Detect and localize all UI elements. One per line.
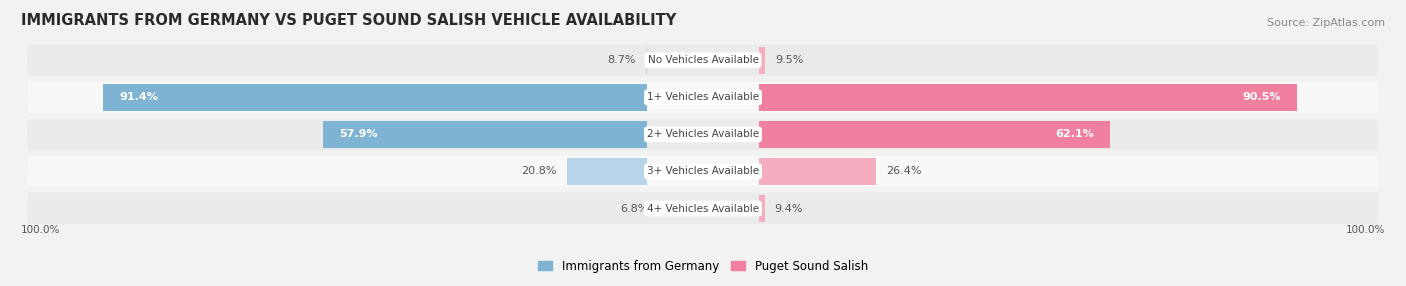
Bar <box>759 47 765 74</box>
Text: 91.4%: 91.4% <box>120 92 159 102</box>
Text: 4+ Vehicles Available: 4+ Vehicles Available <box>647 204 759 214</box>
FancyBboxPatch shape <box>27 45 1379 76</box>
Bar <box>323 121 647 148</box>
Text: 9.5%: 9.5% <box>775 55 804 65</box>
Text: 2+ Vehicles Available: 2+ Vehicles Available <box>647 130 759 139</box>
Bar <box>567 158 647 185</box>
Text: Source: ZipAtlas.com: Source: ZipAtlas.com <box>1267 18 1385 28</box>
Text: 100.0%: 100.0% <box>21 225 60 235</box>
Text: 26.4%: 26.4% <box>886 166 921 176</box>
Text: 8.7%: 8.7% <box>607 55 636 65</box>
Text: 20.8%: 20.8% <box>522 166 557 176</box>
Bar <box>759 121 1111 148</box>
FancyBboxPatch shape <box>27 119 1379 150</box>
Text: 3+ Vehicles Available: 3+ Vehicles Available <box>647 166 759 176</box>
Text: 100.0%: 100.0% <box>1346 225 1385 235</box>
Text: 1+ Vehicles Available: 1+ Vehicles Available <box>647 92 759 102</box>
Text: 90.5%: 90.5% <box>1241 92 1281 102</box>
FancyBboxPatch shape <box>27 193 1379 224</box>
FancyBboxPatch shape <box>27 156 1379 187</box>
Bar <box>759 84 1296 111</box>
Text: 62.1%: 62.1% <box>1056 130 1094 139</box>
Bar <box>759 195 765 222</box>
Legend: Immigrants from Germany, Puget Sound Salish: Immigrants from Germany, Puget Sound Sal… <box>538 260 868 273</box>
Bar <box>759 158 876 185</box>
Text: 6.8%: 6.8% <box>620 204 648 214</box>
Text: IMMIGRANTS FROM GERMANY VS PUGET SOUND SALISH VEHICLE AVAILABILITY: IMMIGRANTS FROM GERMANY VS PUGET SOUND S… <box>21 13 676 28</box>
Bar <box>103 84 647 111</box>
FancyBboxPatch shape <box>27 82 1379 113</box>
Text: No Vehicles Available: No Vehicles Available <box>648 55 758 65</box>
Text: 9.4%: 9.4% <box>775 204 803 214</box>
Text: 57.9%: 57.9% <box>339 130 378 139</box>
